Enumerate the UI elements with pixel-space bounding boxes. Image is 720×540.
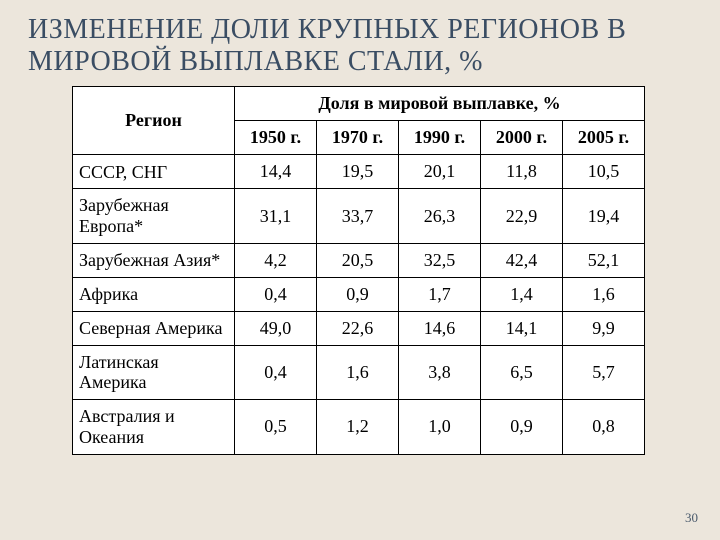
cell-value: 4,2 [235,243,317,277]
cell-value: 3,8 [399,345,481,399]
cell-value: 10,5 [563,155,645,189]
cell-value: 9,9 [563,311,645,345]
header-year: 1990 г. [399,121,481,155]
cell-value: 1,7 [399,277,481,311]
cell-value: 22,6 [317,311,399,345]
cell-value: 14,1 [481,311,563,345]
cell-value: 0,9 [481,400,563,454]
cell-value: 0,4 [235,345,317,399]
cell-value: 0,8 [563,400,645,454]
header-region: Регион [73,87,235,155]
cell-region: Зарубежная Европа* [73,189,235,243]
header-super: Доля в мировой выплавке, % [235,87,645,121]
header-year: 1950 г. [235,121,317,155]
cell-value: 0,4 [235,277,317,311]
table-body: СССР, СНГ 14,4 19,5 20,1 11,8 10,5 Заруб… [73,155,645,454]
cell-value: 11,8 [481,155,563,189]
cell-value: 32,5 [399,243,481,277]
cell-region: СССР, СНГ [73,155,235,189]
cell-value: 26,3 [399,189,481,243]
header-year: 2000 г. [481,121,563,155]
slide: ИЗМЕНЕНИЕ ДОЛИ КРУПНЫХ РЕГИОНОВ В МИРОВО… [0,0,720,540]
cell-region: Австралия и Океания [73,400,235,454]
table-header-row-1: Регион Доля в мировой выплавке, % [73,87,645,121]
cell-region: Зарубежная Азия* [73,243,235,277]
cell-value: 0,5 [235,400,317,454]
cell-value: 1,6 [317,345,399,399]
cell-value: 5,7 [563,345,645,399]
cell-region: Африка [73,277,235,311]
cell-value: 20,5 [317,243,399,277]
cell-value: 19,4 [563,189,645,243]
table-row: СССР, СНГ 14,4 19,5 20,1 11,8 10,5 [73,155,645,189]
header-year: 2005 г. [563,121,645,155]
cell-value: 1,0 [399,400,481,454]
cell-value: 0,9 [317,277,399,311]
page-title: ИЗМЕНЕНИЕ ДОЛИ КРУПНЫХ РЕГИОНОВ В МИРОВО… [28,14,692,78]
page-number: 30 [685,510,698,526]
cell-value: 33,7 [317,189,399,243]
table-row: Зарубежная Азия* 4,2 20,5 32,5 42,4 52,1 [73,243,645,277]
steel-share-table-wrap: Регион Доля в мировой выплавке, % 1950 г… [72,86,642,454]
cell-value: 19,5 [317,155,399,189]
table-row: Латинская Америка 0,4 1,6 3,8 6,5 5,7 [73,345,645,399]
header-year: 1970 г. [317,121,399,155]
cell-value: 49,0 [235,311,317,345]
cell-value: 31,1 [235,189,317,243]
cell-value: 14,4 [235,155,317,189]
cell-value: 52,1 [563,243,645,277]
cell-value: 22,9 [481,189,563,243]
cell-value: 1,4 [481,277,563,311]
cell-region: Латинская Америка [73,345,235,399]
table-row: Австралия и Океания 0,5 1,2 1,0 0,9 0,8 [73,400,645,454]
table-head: Регион Доля в мировой выплавке, % 1950 г… [73,87,645,155]
cell-value: 20,1 [399,155,481,189]
table-row: Зарубежная Европа* 31,1 33,7 26,3 22,9 1… [73,189,645,243]
cell-value: 42,4 [481,243,563,277]
steel-share-table: Регион Доля в мировой выплавке, % 1950 г… [72,86,645,454]
cell-value: 6,5 [481,345,563,399]
cell-region: Северная Америка [73,311,235,345]
table-row: Северная Америка 49,0 22,6 14,6 14,1 9,9 [73,311,645,345]
cell-value: 1,6 [563,277,645,311]
cell-value: 14,6 [399,311,481,345]
cell-value: 1,2 [317,400,399,454]
table-row: Африка 0,4 0,9 1,7 1,4 1,6 [73,277,645,311]
